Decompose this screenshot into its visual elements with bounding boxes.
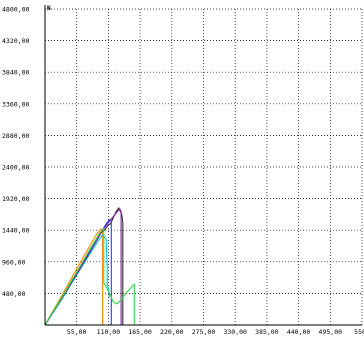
y-tick-labels: 480,00 960,00 1440,00 1920,00 2400,00 2880,00… bbox=[2, 6, 29, 298]
series-line-1 bbox=[44, 228, 104, 326]
y-tick-label-6: 3360,00 bbox=[2, 100, 29, 108]
x-tick-label-8: 495,00 bbox=[319, 328, 343, 336]
series-line-4 bbox=[44, 208, 122, 326]
x-tick-label-9: 550, bbox=[354, 328, 364, 336]
y-tick-label-3: 1920,00 bbox=[2, 195, 29, 203]
x-tick-label-0: 55,00 bbox=[67, 328, 87, 336]
axes bbox=[44, 5, 362, 326]
grid-lines bbox=[45, 8, 363, 325]
x-tick-label-6: 385,00 bbox=[255, 328, 279, 336]
y-tick-label-0: 480,00 bbox=[2, 290, 26, 298]
x-tick-labels: 55,00 110,00 165,00 220,00 275,00 330,00 385,0… bbox=[67, 328, 364, 336]
series-layer bbox=[44, 207, 135, 326]
series-line-2 bbox=[44, 234, 111, 326]
y-tick-label-5: 2880,00 bbox=[2, 132, 29, 140]
y-tick-label-9: 4800,00 bbox=[2, 6, 29, 14]
x-tick-label-4: 275,00 bbox=[192, 328, 216, 336]
series-line-5 bbox=[44, 227, 135, 326]
x-tick-label-7: 440,00 bbox=[287, 328, 311, 336]
x-tick-label-1: 110,00 bbox=[97, 328, 121, 336]
y-tick-label-2: 1440,00 bbox=[2, 227, 29, 235]
y-tick-label-4: 2400,00 bbox=[2, 164, 29, 172]
y-tick-label-8: 4320,00 bbox=[2, 37, 29, 45]
x-tick-label-5: 330,00 bbox=[223, 328, 247, 336]
y-tick-label-1: 960,00 bbox=[2, 258, 26, 266]
y-tick-label-7: 3840,00 bbox=[2, 69, 29, 77]
y-unit-label: N bbox=[47, 5, 51, 12]
x-tick-label-3: 220,00 bbox=[160, 328, 184, 336]
x-tick-label-2: 165,00 bbox=[128, 328, 152, 336]
